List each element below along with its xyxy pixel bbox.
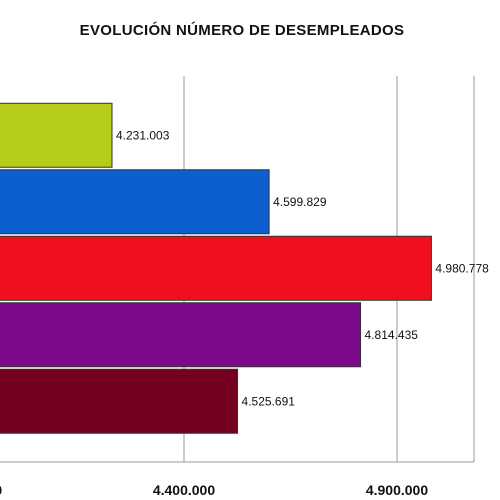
x-tick-label-2: 4.900.000 [366, 482, 428, 498]
bar-value-label-1: 4.599.829 [273, 195, 327, 209]
bar-1 [0, 169, 270, 235]
x-tick-label-0: 3.900.000 [0, 482, 2, 498]
bar-value-label-2: 4.980.778 [435, 261, 489, 275]
bar-3 [0, 302, 362, 368]
bar-value-label-3: 4.814.435 [365, 328, 419, 342]
bar-4 [0, 368, 239, 434]
chart-title: EVOLUCIÓN NÚMERO DE DESEMPLEADOS [79, 22, 405, 39]
bar-2 [0, 235, 432, 301]
bar-value-label-0: 4.231.003 [116, 128, 170, 142]
bar-0 [0, 102, 113, 168]
bar-value-label-4: 4.525.691 [242, 394, 296, 408]
x-tick-label-1: 4.400.000 [153, 482, 215, 498]
